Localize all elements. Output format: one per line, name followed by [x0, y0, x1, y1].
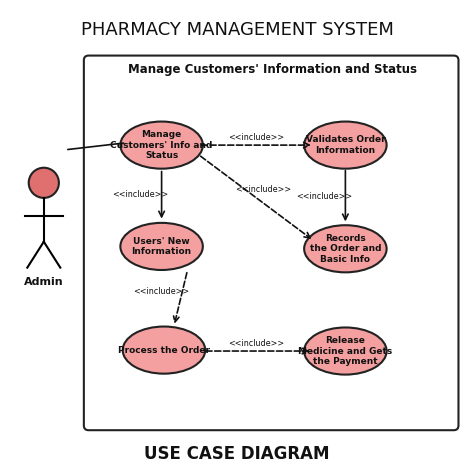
- Ellipse shape: [120, 223, 203, 270]
- Text: Validates Order
Information: Validates Order Information: [306, 136, 385, 155]
- Text: Release
Medicine and Gets
the Payment: Release Medicine and Gets the Payment: [298, 336, 392, 366]
- Ellipse shape: [120, 121, 203, 169]
- Text: Records
the Order and
Basic Info: Records the Order and Basic Info: [310, 234, 381, 264]
- FancyBboxPatch shape: [84, 55, 458, 430]
- Text: <<include>>: <<include>>: [296, 191, 352, 201]
- Text: <<include>>: <<include>>: [112, 190, 168, 199]
- Text: Manage
Customers' Info and
Status: Manage Customers' Info and Status: [110, 130, 213, 160]
- Text: Manage Customers' Information and Status: Manage Customers' Information and Status: [128, 63, 417, 76]
- Text: <<include>>: <<include>>: [134, 287, 190, 296]
- Text: PHARMACY MANAGEMENT SYSTEM: PHARMACY MANAGEMENT SYSTEM: [81, 21, 393, 39]
- Ellipse shape: [304, 225, 387, 273]
- Text: USE CASE DIAGRAM: USE CASE DIAGRAM: [144, 445, 330, 463]
- Ellipse shape: [123, 327, 205, 374]
- Ellipse shape: [304, 328, 387, 374]
- Text: Admin: Admin: [24, 277, 64, 287]
- Text: <<include>>: <<include>>: [228, 338, 284, 347]
- Text: <<include>>: <<include>>: [235, 185, 291, 194]
- Text: <<include>>: <<include>>: [228, 133, 284, 142]
- Ellipse shape: [304, 121, 387, 169]
- Circle shape: [29, 168, 59, 198]
- Text: Process the Order: Process the Order: [118, 346, 210, 355]
- Text: Users' New
Information: Users' New Information: [132, 237, 191, 256]
